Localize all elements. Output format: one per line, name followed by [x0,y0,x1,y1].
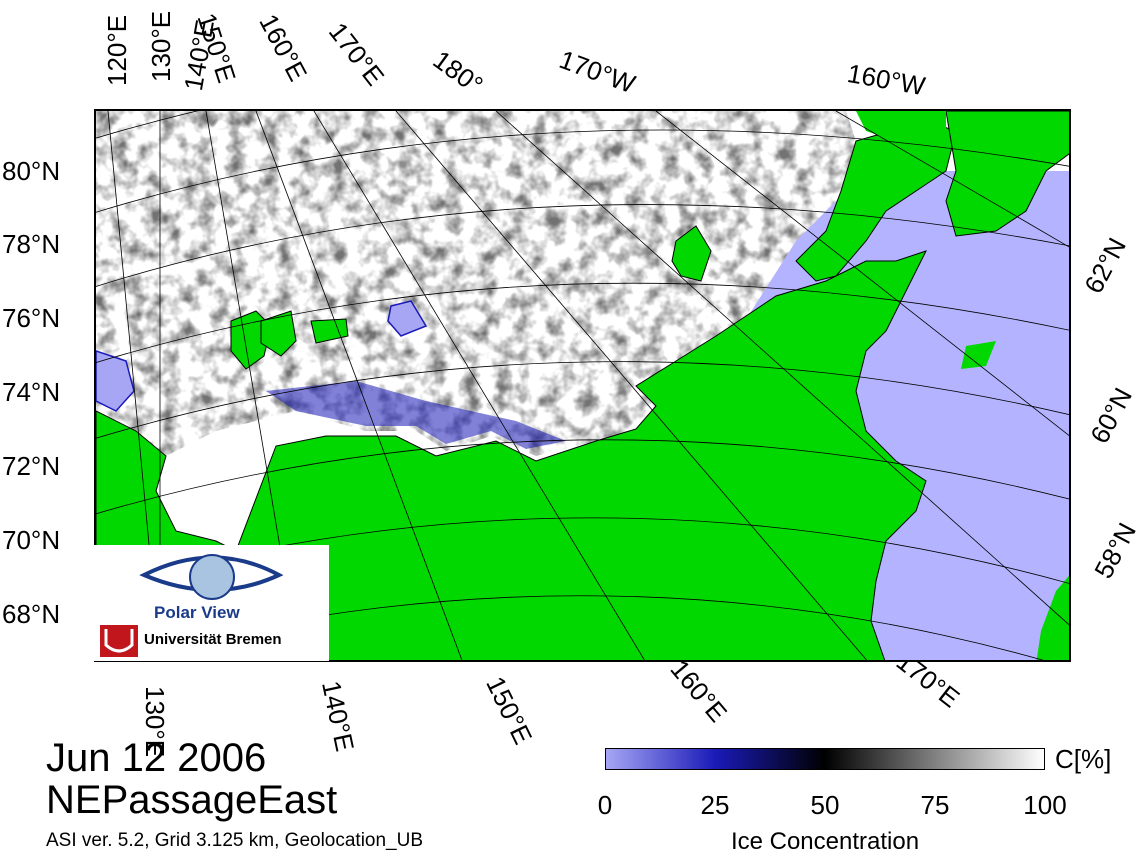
lon-label-180: 180° [427,44,489,101]
lon-label-170w: 170°W [555,44,640,100]
land-alaska-top [856,111,946,141]
lat-label-78n: 78°N [2,229,61,259]
land-alaska [945,111,1069,237]
lon-label-bottom-150e: 150°E [480,671,539,749]
colorbar-tick-25: 25 [700,790,730,820]
lat-label-70n: 70°N [2,525,61,555]
land-st-lawrence [961,341,996,369]
lat-label-72n: 72°N [2,451,61,481]
lat-label-60n: 60°N [1084,382,1138,449]
lat-label-80n: 80°N [2,156,61,186]
lon-label-120e: 120°E [102,14,132,86]
colorbar-tick-50: 50 [810,790,840,820]
eye-logo-icon [100,554,284,657]
polar-view-logo: Polar View Universität Bremen [94,545,329,661]
land-wrangel [671,225,712,282]
date-title: Jun 12 2006 [46,736,267,780]
colorbar-label: Ice Concentration [730,828,920,855]
lat-label-62n: 62°N [1078,232,1132,299]
lon-label-160e: 160°E [253,9,314,86]
lon-label-130e: 130°E [146,10,176,82]
lon-label-170e: 170°E [322,16,391,92]
lat-label-68n: 68°N [2,599,61,629]
colorbar [605,748,1045,770]
land-kamchatka [1036,575,1069,660]
product-info: ASI ver. 5.2, Grid 3.125 km, Geolocation… [46,830,424,851]
colorbar-tick-75: 75 [920,790,950,820]
lat-label-76n: 76°N [2,303,61,333]
logo-institution: Universität Bremen [144,631,282,648]
graticule [96,111,1069,660]
lat-label-58n: 58°N [1088,517,1138,584]
lat-label-74n: 74°N [2,377,61,407]
colorbar-tick-0: 0 [597,790,613,820]
lon-label-bottom-140e: 140°E [316,678,361,754]
colorbar-unit: C[%] [1055,744,1112,774]
polynya [387,300,428,337]
colorbar-tick-100: 100 [1023,790,1067,820]
lon-label-bottom-160e: 160°E [664,654,734,728]
region-title: NEPassageEast [46,778,338,822]
polynya-2 [96,350,135,412]
low-concentration-band [266,381,566,449]
lon-label-160w: 160°W [845,58,928,102]
logo-name: Polar View [154,603,240,622]
land-new-siberian-2 [260,310,297,357]
